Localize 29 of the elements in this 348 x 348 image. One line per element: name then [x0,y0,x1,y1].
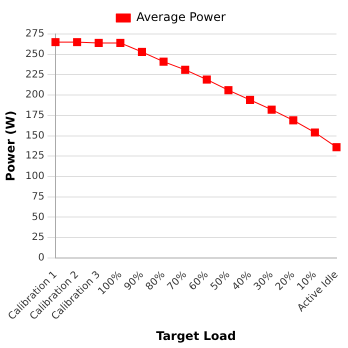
point [224,86,232,94]
point [202,76,211,84]
point [138,48,146,56]
y-tick-label: 175 [25,110,44,122]
y-tick-label: 75 [32,191,44,202]
y-axis-title: Power (W) [3,110,18,182]
point [332,143,341,152]
point [51,38,60,46]
y-tick-label: 100 [25,171,44,182]
y-tick-label: 50 [32,212,44,223]
y-tick-label: 150 [25,130,44,142]
y-tick-label: 125 [25,150,44,162]
point [289,116,298,124]
y-tick-label: 275 [25,28,44,40]
y-tick-label: 0 [38,252,44,264]
point [246,96,254,104]
y-tick-label: 25 [32,232,44,244]
legend-label: Average Power [136,10,226,24]
point [160,58,168,66]
y-tick-label: 200 [25,90,44,101]
y-tick-label: 250 [25,48,44,60]
point [73,38,82,46]
point [310,128,319,137]
point [116,38,124,47]
point [181,66,190,74]
point [94,38,103,47]
y-tick-label: 225 [25,69,44,80]
x-axis-title: Target Load [156,328,236,343]
point [268,106,276,114]
